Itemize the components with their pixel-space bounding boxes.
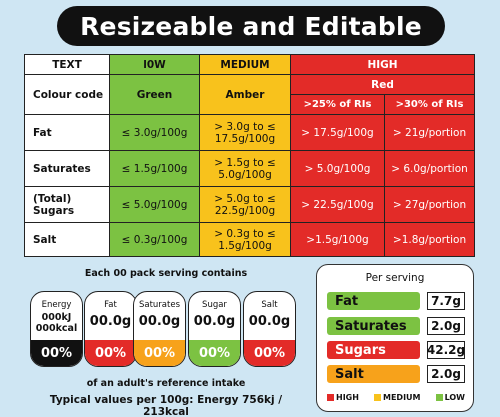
saturates-tile: Saturates 00.0g 00% (133, 291, 186, 367)
tile-value: 00.0g (189, 314, 240, 329)
colour-red: Red (291, 75, 475, 95)
legend-label: HIGH (336, 393, 359, 402)
energy-tile: Energy 000kJ 000kcal 00% (30, 291, 83, 367)
tile-value-kj: 000kJ (31, 313, 82, 323)
tile-percent: 00% (31, 340, 82, 366)
table-row: Fat ≤ 3.0g/100g > 3.0g to ≤ 17.5g/100g >… (25, 115, 475, 151)
sugar-tile: Sugar 00.0g 00% (188, 291, 241, 367)
legend-label: LOW (445, 393, 465, 402)
legend-low: LOW (436, 393, 465, 402)
tile-label: Saturates (134, 300, 185, 310)
tile-label: Salt (244, 300, 295, 310)
legend-medium: MEDIUM (374, 393, 421, 402)
cell-high-1: >1.5g/100g (291, 223, 385, 257)
legend-label: MEDIUM (383, 393, 421, 402)
row-label: Fat (327, 292, 420, 310)
low-swatch-icon (436, 394, 443, 401)
per-serving-row-salt: Salt 2.0g (327, 365, 465, 383)
per-serving-row-sugars: Sugars 42.2g (327, 341, 465, 359)
per-serving-row-fat: Fat 7.7g (327, 292, 465, 310)
colour-code-label: Colour code (25, 75, 110, 115)
typical-values-text: Typical values per 100g: Energy 756kj / … (30, 394, 302, 417)
medium-swatch-icon (374, 394, 381, 401)
high-sub-25: >25% of RIs (291, 95, 385, 115)
cell-medium: > 3.0g to ≤ 17.5g/100g (200, 115, 291, 151)
row-value: 7.7g (427, 292, 465, 310)
header-low: l0W (110, 55, 200, 75)
cell-high-1: > 17.5g/100g (291, 115, 385, 151)
tile-label: Fat (85, 300, 136, 310)
row-value: 2.0g (427, 365, 465, 383)
row-value: 42.2g (427, 341, 465, 359)
cell-low: ≤ 1.5g/100g (110, 151, 200, 187)
reference-intake-text: of an adult's reference intake (30, 378, 302, 389)
tile-label: Energy (31, 300, 82, 310)
tile-percent: 00% (189, 340, 240, 366)
cell-high-2: > 21g/portion (385, 115, 475, 151)
high-sub-30: >30% of RIs (385, 95, 475, 115)
legend: HIGH MEDIUM LOW (327, 393, 465, 402)
tile-value: 00.0g (134, 314, 185, 329)
table-row: Salt ≤ 0.3g/100g > 0.3g to ≤ 1.5g/100g >… (25, 223, 475, 257)
table-row: Saturates ≤ 1.5g/100g > 1.5g to ≤ 5.0g/1… (25, 151, 475, 187)
cell-high-1: > 22.5g/100g (291, 187, 385, 223)
cell-high-2: >1.8g/portion (385, 223, 475, 257)
header-text: TEXT (25, 55, 110, 75)
tile-percent: 00% (85, 340, 136, 366)
row-label: Salt (25, 223, 110, 257)
cell-medium: > 0.3g to ≤ 1.5g/100g (200, 223, 291, 257)
cell-medium: > 1.5g to ≤ 5.0g/100g (200, 151, 291, 187)
high-swatch-icon (327, 394, 334, 401)
table-row: (Total) Sugars ≤ 5.0g/100g > 5.0g to ≤ 2… (25, 187, 475, 223)
row-label: Fat (25, 115, 110, 151)
header-medium: MEDIUM (200, 55, 291, 75)
per-serving-row-saturates: Saturates 2.0g (327, 317, 465, 335)
tile-value: 00.0g (244, 314, 295, 329)
salt-tile: Salt 00.0g 00% (243, 291, 296, 367)
cell-high-2: > 27g/portion (385, 187, 475, 223)
page-title: Resizeable and Editable (57, 6, 445, 46)
cell-high-1: > 5.0g/100g (291, 151, 385, 187)
colour-green: Green (110, 75, 200, 115)
cell-medium: > 5.0g to ≤ 22.5g/100g (200, 187, 291, 223)
tile-percent: 00% (134, 340, 185, 366)
row-label: Sugars (327, 341, 420, 359)
cell-low: ≤ 0.3g/100g (110, 223, 200, 257)
tile-percent: 00% (244, 340, 295, 366)
row-label: Saturates (327, 317, 420, 335)
traffic-light-table: TEXT l0W MEDIUM HIGH Colour code Green A… (24, 54, 475, 257)
fat-tile: Fat 00.0g 00% (84, 291, 137, 367)
row-label: Saturates (25, 151, 110, 187)
row-label: Salt (327, 365, 420, 383)
legend-high: HIGH (327, 393, 359, 402)
cell-low: ≤ 5.0g/100g (110, 187, 200, 223)
tile-value: 00.0g (85, 314, 136, 329)
row-label: (Total) Sugars (25, 187, 110, 223)
header-high: HIGH (291, 55, 475, 75)
per-serving-title: Per serving (317, 272, 473, 284)
serving-contains-text: Each 00 pack serving contains (30, 268, 302, 279)
cell-high-2: > 6.0g/portion (385, 151, 475, 187)
tile-value-kcal: 000kcal (31, 324, 82, 334)
cell-low: ≤ 3.0g/100g (110, 115, 200, 151)
colour-amber: Amber (200, 75, 291, 115)
per-serving-panel: Per serving Fat 7.7g Saturates 2.0g Suga… (316, 264, 474, 412)
tile-label: Sugar (189, 300, 240, 310)
row-value: 2.0g (427, 317, 465, 335)
